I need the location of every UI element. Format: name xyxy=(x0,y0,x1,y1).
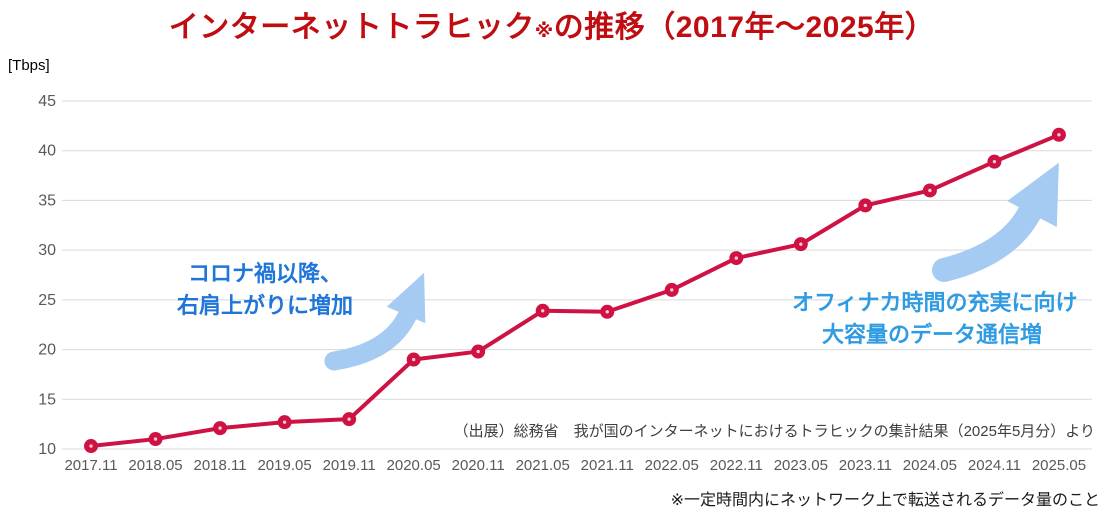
x-tick-label: 2019.05 xyxy=(257,457,311,474)
data-point-center xyxy=(605,310,609,314)
data-point-center xyxy=(799,242,803,246)
footnote: ※一定時間内にネットワーク上で転送されるデータ量のこと xyxy=(670,492,1100,509)
x-tick-label: 2022.11 xyxy=(710,457,763,474)
x-tick-label: 2024.11 xyxy=(968,457,1021,474)
data-point-center xyxy=(411,357,416,362)
data-point-center xyxy=(282,420,287,424)
gridlines xyxy=(62,100,1092,450)
data-point-center xyxy=(1057,133,1061,137)
y-tick-label: 20 xyxy=(38,342,56,359)
x-tick-label: 2019.11 xyxy=(323,457,376,474)
data-point-center xyxy=(218,426,222,430)
upward-arrow-left-head xyxy=(386,272,426,324)
y-tick-label: 10 xyxy=(38,441,56,458)
data-point-center xyxy=(670,288,674,292)
x-tick-label: 2018.11 xyxy=(194,457,247,474)
y-tick-label: 15 xyxy=(38,391,56,408)
x-tick-label: 2023.05 xyxy=(774,457,828,474)
page-title-note-mark: ※ xyxy=(534,21,554,42)
x-tick-label: 2020.05 xyxy=(387,457,441,474)
x-axis-tick-labels: 2017.11 2018.05 2018.11 2019.05 2019.11 2020.… xyxy=(64,457,1086,474)
x-tick-label: 2017.11 xyxy=(64,457,117,474)
data-point-center xyxy=(992,159,997,164)
x-tick-label: 2025.05 xyxy=(1032,457,1086,474)
annotation-data-demand: オフィナカ時間の充実に向け 大容量のデータ通信増 xyxy=(792,287,1078,351)
page-title-main: インターネットトラヒック xyxy=(168,11,535,44)
upward-arrow-left-body xyxy=(324,302,419,371)
data-point-center xyxy=(153,437,158,441)
x-tick-label: 2021.11 xyxy=(581,457,634,474)
upward-arrow-right-head xyxy=(1007,162,1059,227)
data-point-center xyxy=(476,349,480,354)
y-tick-label: 40 xyxy=(38,143,56,160)
annotation-covid-increase-line2: 右肩上がりに増加 xyxy=(176,293,353,318)
page-title: インターネットトラヒック※の推移（2017年～2025年） xyxy=(0,6,1104,50)
annotation-covid-increase: コロナ禍以降、 右肩上がりに増加 xyxy=(140,258,390,322)
upward-arrow-right xyxy=(932,162,1059,282)
traffic-line-series xyxy=(84,127,1066,454)
y-tick-label: 45 xyxy=(38,93,56,110)
data-point-center xyxy=(347,417,351,421)
source-note: （出展）総務省 我が国のインターネットにおけるトラヒックの集計結果（2025年5… xyxy=(453,423,1095,440)
annotation-data-demand-line1: オフィナカ時間の充実に向け xyxy=(792,290,1078,315)
x-tick-label: 2020.11 xyxy=(452,457,505,474)
upward-arrow-left xyxy=(324,272,426,371)
data-point-center xyxy=(734,256,738,260)
data-point-center xyxy=(863,203,868,208)
data-point-center xyxy=(89,444,93,448)
x-tick-label: 2024.05 xyxy=(903,457,957,474)
data-point-center xyxy=(541,309,545,313)
annotation-covid-increase-line1: コロナ禍以降、 xyxy=(187,261,342,286)
traffic-line xyxy=(89,132,1061,449)
upward-arrow-right-body xyxy=(932,200,1042,282)
page-title-range: の推移（2017年～2025年） xyxy=(553,11,936,44)
y-tick-label: 25 xyxy=(38,292,56,309)
x-tick-label: 2021.05 xyxy=(516,457,570,474)
x-tick-label: 2022.05 xyxy=(645,457,699,474)
y-axis-tick-labels: 45 40 35 30 25 20 15 10 xyxy=(38,93,56,458)
x-tick-label: 2023.11 xyxy=(839,457,892,474)
y-axis-unit-label: [Tbps] xyxy=(8,57,50,74)
x-tick-label: 2018.05 xyxy=(128,457,182,474)
y-tick-label: 35 xyxy=(38,192,56,209)
annotation-data-demand-line2: 大容量のデータ通信増 xyxy=(821,322,1042,347)
data-point-center xyxy=(928,188,932,193)
y-tick-label: 30 xyxy=(38,242,56,259)
